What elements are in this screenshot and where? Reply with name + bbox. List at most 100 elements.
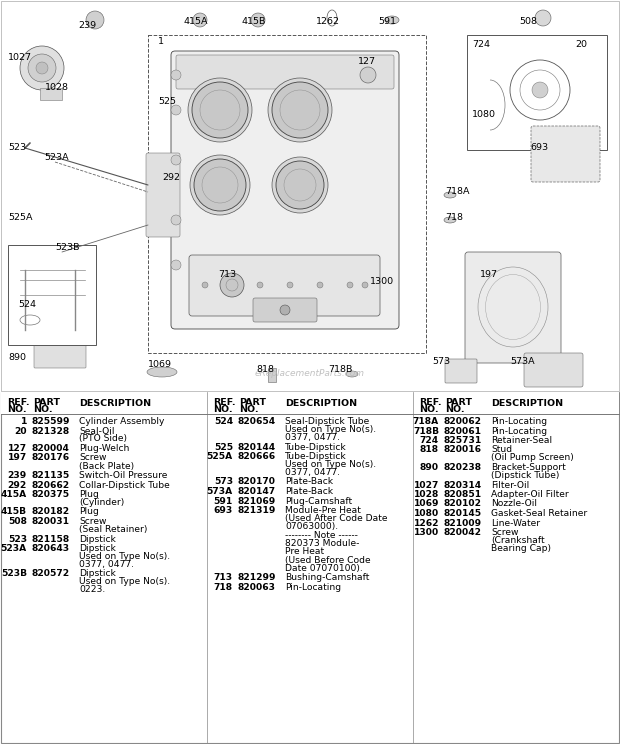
- Text: 713: 713: [218, 271, 236, 280]
- Bar: [268, 368, 276, 382]
- Text: 890: 890: [420, 463, 439, 472]
- Text: Pre Heat: Pre Heat: [285, 548, 324, 557]
- Text: Gasket-Seal Retainer: Gasket-Seal Retainer: [491, 509, 587, 518]
- Text: Dipstick: Dipstick: [79, 544, 116, 553]
- Text: 821069: 821069: [237, 496, 275, 505]
- Text: Plug-Welch: Plug-Welch: [79, 444, 130, 453]
- Text: 820063: 820063: [237, 583, 275, 591]
- FancyBboxPatch shape: [189, 255, 380, 316]
- Circle shape: [171, 155, 181, 165]
- FancyBboxPatch shape: [445, 359, 477, 383]
- Circle shape: [347, 282, 353, 288]
- Text: 820662: 820662: [31, 481, 69, 490]
- Text: 1262: 1262: [316, 17, 340, 26]
- Text: Switch-Oil Pressure: Switch-Oil Pressure: [79, 471, 167, 480]
- Text: NO.: NO.: [445, 405, 464, 414]
- Text: REF.: REF.: [7, 398, 30, 407]
- Text: NO.: NO.: [33, 405, 53, 414]
- Text: 820373 Module-: 820373 Module-: [285, 539, 360, 548]
- Text: Plate-Back: Plate-Back: [285, 487, 333, 496]
- Text: 820102: 820102: [443, 499, 481, 508]
- Text: 1300: 1300: [370, 278, 394, 286]
- Circle shape: [190, 155, 250, 215]
- Ellipse shape: [385, 16, 399, 24]
- Text: 718B: 718B: [413, 426, 439, 435]
- Text: 724: 724: [472, 40, 490, 49]
- Text: Used on Type No(s).: Used on Type No(s).: [79, 577, 170, 586]
- Text: 591: 591: [214, 496, 233, 505]
- Text: 523: 523: [8, 144, 26, 153]
- Text: 820375: 820375: [31, 490, 69, 499]
- Text: 591: 591: [378, 17, 396, 26]
- Text: 127: 127: [8, 444, 27, 453]
- Text: 197: 197: [7, 454, 27, 463]
- Text: Plug: Plug: [79, 507, 99, 516]
- Circle shape: [20, 46, 64, 90]
- Text: (Crankshaft: (Crankshaft: [491, 536, 544, 545]
- Circle shape: [280, 305, 290, 315]
- Text: Retainer-Seal: Retainer-Seal: [491, 436, 552, 445]
- Text: Dipstick: Dipstick: [79, 534, 116, 544]
- Text: PART: PART: [445, 398, 472, 407]
- Text: (Back Plate): (Back Plate): [79, 461, 134, 470]
- Text: 508: 508: [8, 517, 27, 526]
- Circle shape: [272, 157, 328, 213]
- Text: 524: 524: [18, 301, 36, 310]
- Text: 821135: 821135: [31, 471, 69, 480]
- Text: 508: 508: [519, 17, 537, 26]
- Text: Collar-Dipstick Tube: Collar-Dipstick Tube: [79, 481, 170, 490]
- Text: 0377, 0477.: 0377, 0477.: [285, 468, 340, 477]
- Circle shape: [202, 282, 208, 288]
- Circle shape: [535, 10, 551, 26]
- Text: Used on Type No(s).: Used on Type No(s).: [79, 552, 170, 561]
- Text: Dipstick: Dipstick: [79, 569, 116, 579]
- Text: NO.: NO.: [419, 405, 438, 414]
- Text: 820062: 820062: [443, 417, 481, 426]
- Text: 820314: 820314: [443, 481, 481, 490]
- Text: Screw: Screw: [79, 517, 107, 526]
- Text: 415B: 415B: [1, 507, 27, 516]
- Text: Pin-Locating: Pin-Locating: [491, 426, 547, 435]
- Text: 1: 1: [20, 417, 27, 426]
- Text: 820666: 820666: [237, 452, 275, 461]
- Bar: [1, 392, 619, 414]
- Text: 825599: 825599: [31, 417, 69, 426]
- Text: 1027: 1027: [8, 54, 32, 62]
- Text: Pin-Locating: Pin-Locating: [285, 583, 341, 591]
- Circle shape: [171, 215, 181, 225]
- Text: 820182: 820182: [31, 507, 69, 516]
- Text: Adapter-Oil Filter: Adapter-Oil Filter: [491, 490, 569, 499]
- Text: Seal-Dipstick Tube: Seal-Dipstick Tube: [285, 417, 370, 426]
- Text: Cylinder Assembly: Cylinder Assembly: [79, 417, 164, 426]
- Text: 693: 693: [530, 144, 548, 153]
- Text: Screw: Screw: [491, 528, 518, 537]
- Circle shape: [192, 82, 248, 138]
- Text: 573A: 573A: [206, 487, 233, 496]
- Text: 197: 197: [480, 271, 498, 280]
- Text: 1027: 1027: [414, 481, 439, 490]
- Text: 525A: 525A: [8, 214, 32, 222]
- Text: 1069: 1069: [414, 499, 439, 508]
- Text: 415A: 415A: [183, 17, 208, 26]
- Text: 573: 573: [214, 478, 233, 487]
- Text: 821328: 821328: [31, 426, 69, 435]
- Text: 718A: 718A: [413, 417, 439, 426]
- Circle shape: [193, 13, 207, 27]
- Bar: [8, 245, 96, 345]
- FancyBboxPatch shape: [146, 153, 180, 237]
- Text: 820170: 820170: [237, 478, 275, 487]
- Text: 718B: 718B: [328, 365, 352, 374]
- Text: Stud: Stud: [491, 446, 512, 455]
- Text: Tube-Dipstick: Tube-Dipstick: [285, 452, 347, 461]
- Text: 127: 127: [358, 57, 376, 66]
- Text: 523A: 523A: [44, 153, 69, 162]
- Circle shape: [360, 67, 376, 83]
- Text: Plate-Back: Plate-Back: [285, 478, 333, 487]
- Bar: [148, 35, 426, 353]
- Text: 415B: 415B: [241, 17, 265, 26]
- Text: 239: 239: [7, 471, 27, 480]
- Text: 713: 713: [214, 573, 233, 582]
- Text: 820061: 820061: [443, 426, 481, 435]
- Text: REF.: REF.: [213, 398, 236, 407]
- Text: NO.: NO.: [213, 405, 232, 414]
